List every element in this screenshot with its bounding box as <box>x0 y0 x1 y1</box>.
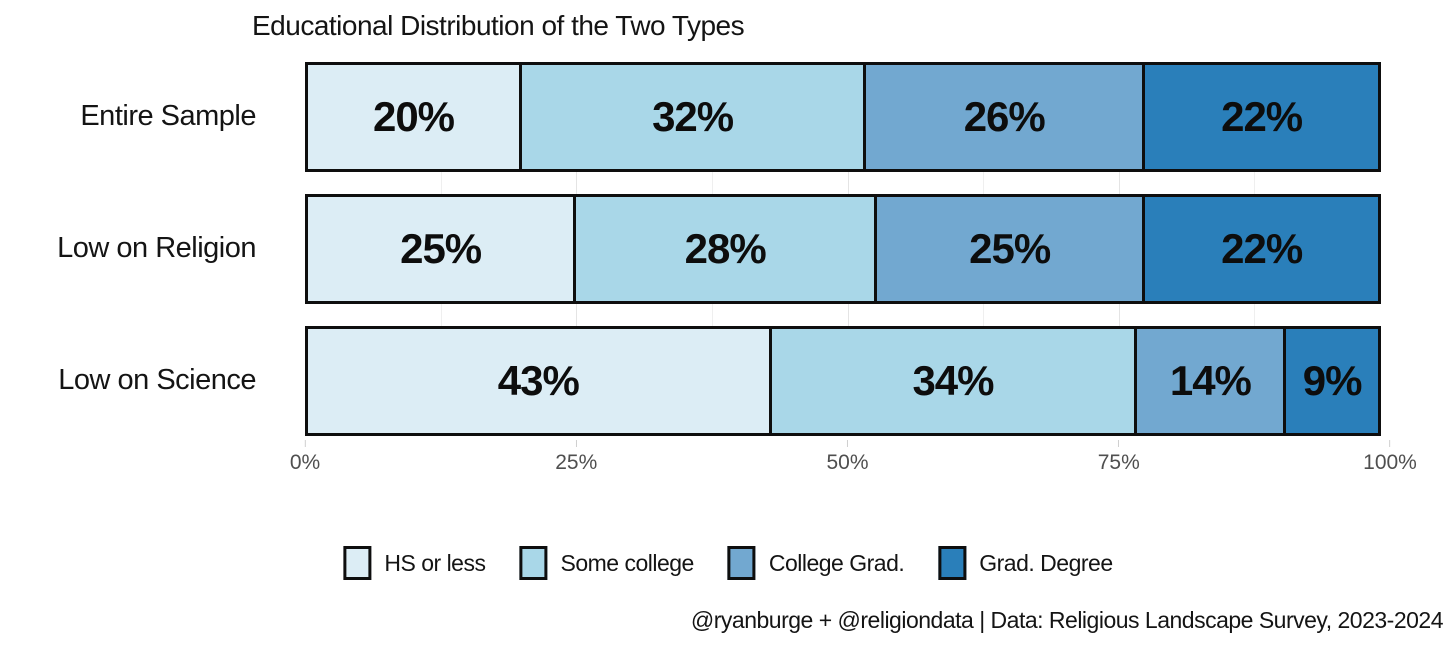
bar-segment: 22% <box>1142 62 1381 172</box>
tick-mark <box>304 440 306 447</box>
y-axis-label: Low on Science <box>58 364 256 396</box>
legend-label: Some college <box>560 549 694 576</box>
legend-label: College Grad. <box>768 549 905 576</box>
bar-segment: 34% <box>768 326 1138 436</box>
tick-text: 100% <box>1363 451 1417 474</box>
plot-area: 20% 32% 26% 22% 25% 28% 25% 22% 43% 34% 14% 9% <box>305 62 1390 436</box>
bar-segment: 26% <box>863 62 1146 172</box>
legend-swatch <box>938 546 967 580</box>
y-axis-label: Entire Sample <box>80 100 256 132</box>
legend-item: Some college <box>519 546 694 580</box>
tick-mark <box>847 440 848 447</box>
x-tick-label: 50% <box>826 440 869 475</box>
legend-item: College Grad. <box>727 546 905 580</box>
tick-mark <box>1118 440 1120 447</box>
y-axis-label: Low on Religion <box>57 232 256 264</box>
bar-segment: 9% <box>1283 326 1381 436</box>
legend-swatch <box>519 546 548 580</box>
bar-segment: 32% <box>519 62 867 172</box>
tick-mark <box>1389 440 1391 447</box>
bar-segment: 20% <box>305 62 522 172</box>
x-tick-label: 100% <box>1363 440 1417 475</box>
legend-item: HS or less <box>343 546 486 580</box>
legend-swatch <box>343 546 372 580</box>
bar-segment: 28% <box>573 194 878 304</box>
tick-text: 75% <box>1097 451 1140 474</box>
bar-segment: 14% <box>1134 326 1287 436</box>
tick-text: 0% <box>289 451 321 474</box>
legend: HS or less Some college College Grad. Grad.… <box>343 546 1113 580</box>
bar-segment: 25% <box>874 194 1146 304</box>
legend-label: Grad. Degree <box>979 549 1113 576</box>
x-tick-label: 25% <box>555 440 597 475</box>
bar-segment: 22% <box>1142 194 1381 304</box>
bar-segment: 43% <box>305 326 772 436</box>
bar-segment: 25% <box>305 194 577 304</box>
legend-swatch <box>727 546 756 580</box>
bar-row: 43% 34% 14% 9% <box>305 326 1390 436</box>
bar-row: 20% 32% 26% 22% <box>305 62 1390 172</box>
x-tick-label: 75% <box>1098 440 1140 475</box>
tick-mark <box>575 440 577 447</box>
legend-label: HS or less <box>384 549 486 576</box>
bar-row: 25% 28% 25% 22% <box>305 194 1390 304</box>
legend-item: Grad. Degree <box>938 546 1113 580</box>
tick-text: 25% <box>555 451 598 474</box>
chart-title: Educational Distribution of the Two Type… <box>252 10 745 41</box>
x-tick-label: 0% <box>290 440 320 475</box>
tick-text: 50% <box>826 451 869 474</box>
caption: @ryanburge + @religiondata | Data: Relig… <box>690 607 1444 633</box>
